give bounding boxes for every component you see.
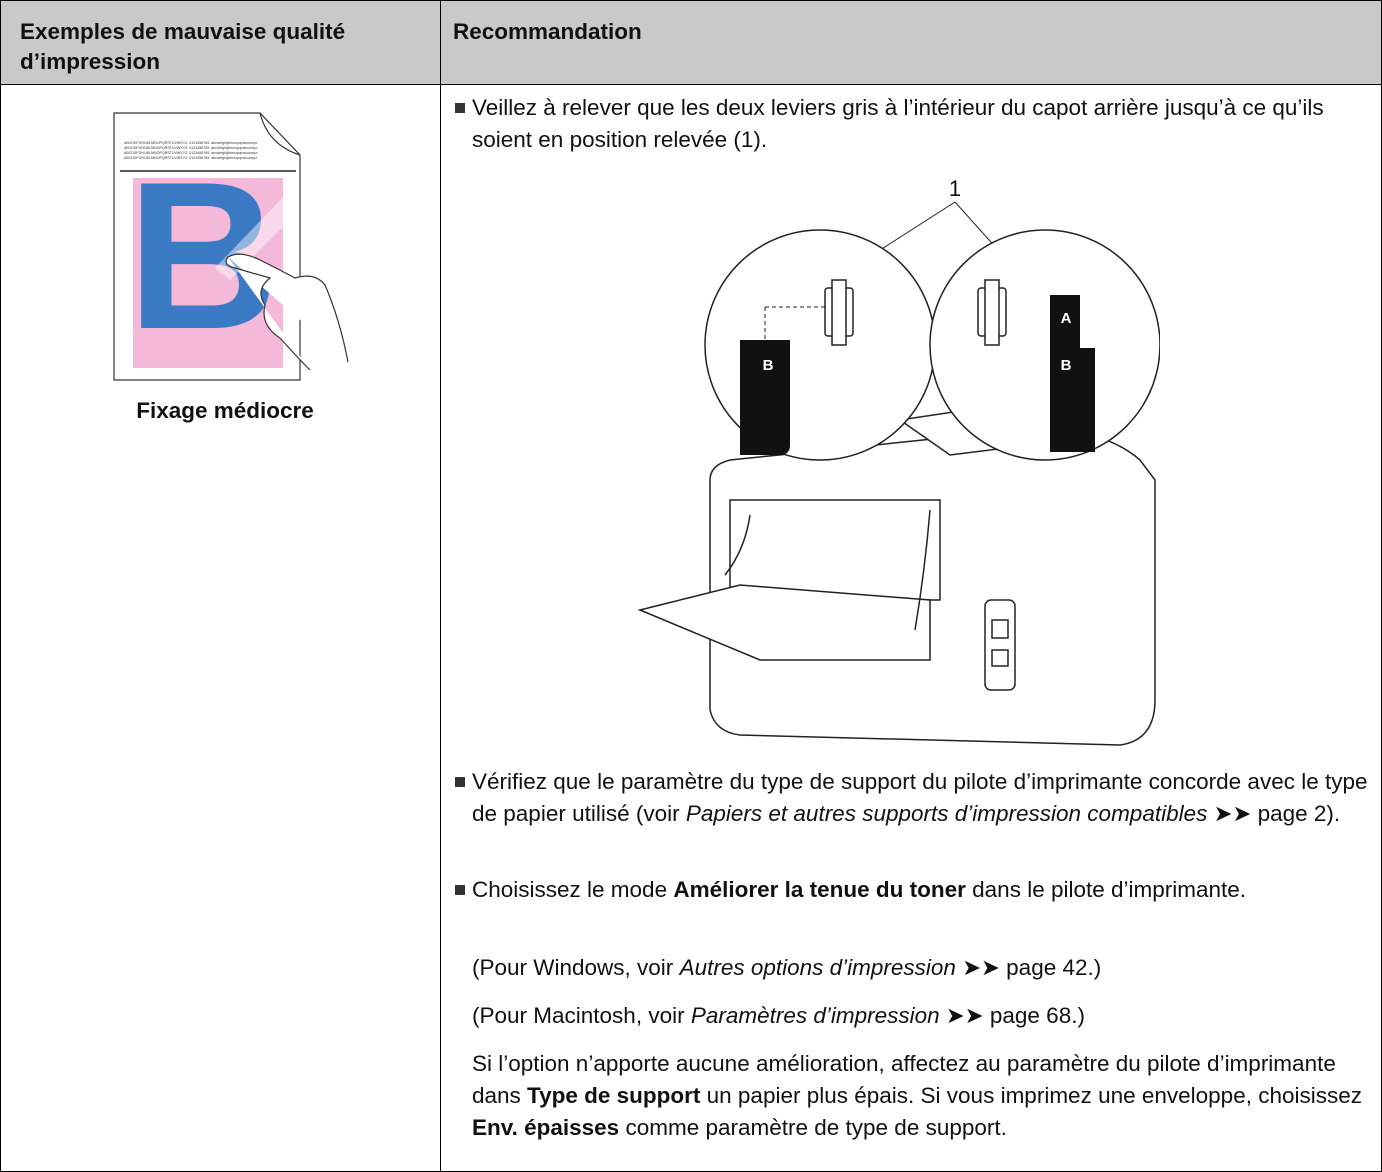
header-col2: Recommandation [453, 19, 642, 44]
recommendation: Vérifiez que le paramètre du type de sup… [455, 766, 1372, 830]
lever-label: B [763, 357, 774, 374]
text-segment: Autres options d’impression [679, 955, 956, 980]
text-segment: dans le pilote d’imprimante. [965, 877, 1247, 902]
text-segment: (Pour Macintosh, voir [472, 1003, 691, 1028]
sample-text-line: ABCDEFGHIJKLMNOPQRSTUVWXYZ. 0123456789. … [124, 141, 258, 145]
sample-text-line: ABCDEFGHIJKLMNOPQRSTUVWXYZ. 0123456789. … [124, 151, 258, 155]
header-row [1, 1, 1381, 85]
text-segment: comme paramètre de type de support. [619, 1115, 1007, 1140]
text-segment: Si l’option n’apporte aucune amélioratio… [472, 1051, 1336, 1108]
text-segment: Choisissez le mode [472, 877, 674, 902]
lever-label: A [1061, 310, 1072, 327]
recommendation: Choisissez le mode Améliorer la tenue du… [455, 874, 1372, 906]
text-segment: un papier plus épais. Si vous imprimez u… [700, 1083, 1362, 1108]
sample-text-line: ABCDEFGHIJKLMNOPQRSTUVWXYZ. 0123456789. … [124, 146, 258, 150]
recommendation: (Pour Windows, voir Autres options d’imp… [472, 952, 1372, 984]
text-segment: ➤➤ page 2). [1207, 801, 1341, 826]
text-segment: Type de support [527, 1083, 701, 1108]
text-segment: Env. épaisses [472, 1115, 620, 1140]
recommendation: Veillez à relever que les deux leviers g… [455, 92, 1372, 156]
sample-letter: B [127, 138, 279, 373]
column-divider [440, 0, 441, 1172]
text-segment: Papiers et autres supports d’impression … [685, 801, 1208, 826]
header-col1: Exemples de mauvaise qualité d’impressio… [20, 19, 346, 74]
figure-callout: 1 [949, 180, 961, 201]
sample-text-line: ABCDEFGHIJKLMNOPQRSTUVWXYZ. 0123456789. … [124, 156, 258, 160]
lever-label: B [1061, 357, 1072, 374]
sample-text-lines: ABCDEFGHIJKLMNOPQRSTUVWXYZ. 0123456789. … [124, 141, 258, 160]
sample-illustration: ABCDEFGHIJKLMNOPQRSTUVWXYZ. 0123456789. … [113, 112, 349, 381]
sample-caption: Fixage médiocre [136, 398, 314, 423]
text-segment: (Pour Windows, voir [472, 955, 680, 980]
text-segment: Améliorer la tenue du toner [673, 877, 966, 902]
text-segment: ➤➤ page 42.) [955, 955, 1102, 980]
printer-figure: 1 B A B [637, 180, 1160, 746]
text-segment: Paramètres d’impression [690, 1003, 940, 1028]
recommendation: Si l’option n’apporte aucune amélioratio… [472, 1048, 1372, 1144]
text-segment: ➤➤ page 68.) [939, 1003, 1085, 1028]
text-segment: Vérifiez que le paramètre du type de sup… [472, 769, 1368, 826]
recommendation: (Pour Macintosh, voir Paramètres d’impre… [472, 1000, 1372, 1032]
text-segment: Veillez à relever que les deux leviers g… [472, 95, 1324, 152]
